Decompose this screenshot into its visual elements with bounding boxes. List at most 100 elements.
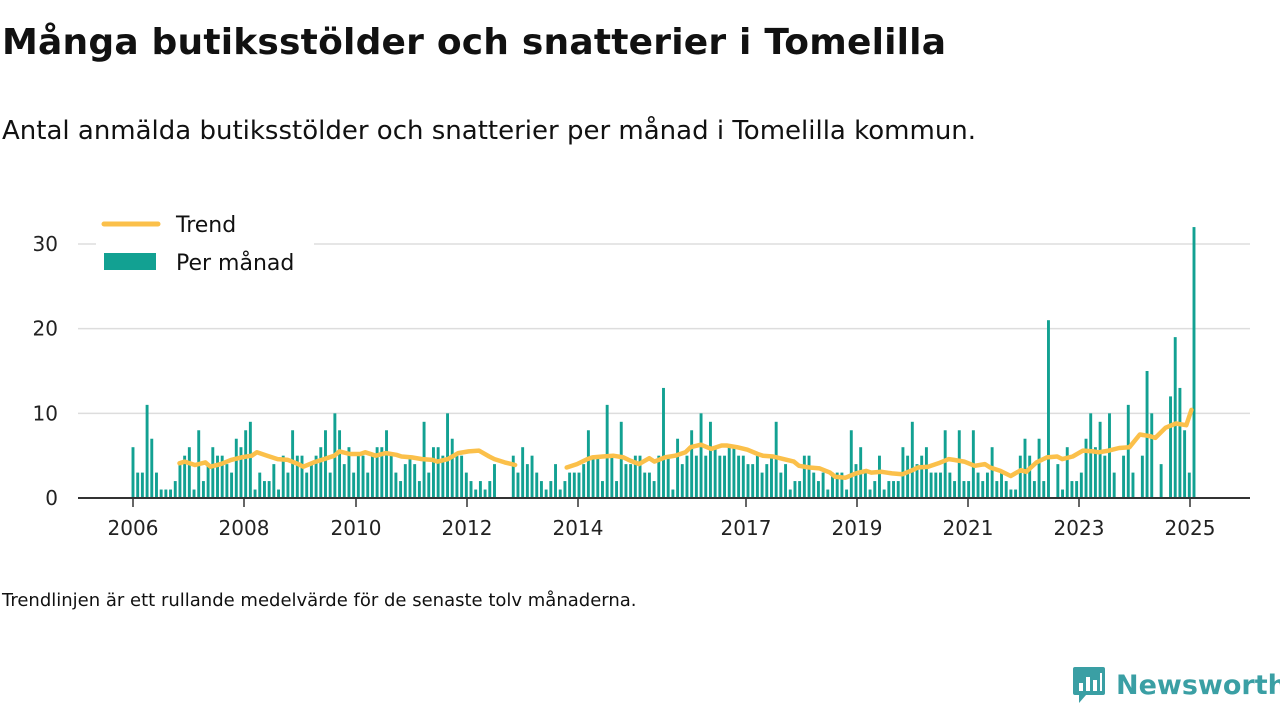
bar (610, 455, 614, 498)
bar (896, 481, 900, 498)
bar (943, 430, 947, 498)
bar (413, 464, 417, 498)
bar (1150, 413, 1154, 498)
bar (314, 455, 318, 498)
bar (450, 438, 454, 498)
bar (751, 464, 755, 498)
bar (511, 455, 515, 498)
bar (192, 489, 196, 498)
bar (370, 455, 374, 498)
bar (1131, 472, 1135, 498)
bar (328, 472, 332, 498)
x-tick-label: 2014 (553, 516, 604, 540)
bar (1084, 438, 1088, 498)
x-tick-label: 2025 (1165, 516, 1216, 540)
bar (887, 481, 891, 498)
bar (136, 472, 140, 498)
bar (652, 481, 656, 498)
bar (549, 481, 553, 498)
bar (657, 455, 661, 498)
bar (1140, 455, 1144, 498)
bar (680, 464, 684, 498)
bar (1056, 464, 1060, 498)
bar (478, 481, 482, 498)
bar (1103, 455, 1107, 498)
bar (892, 481, 895, 498)
bar (1032, 481, 1036, 498)
bar (699, 413, 703, 498)
bar (446, 413, 449, 498)
bar (638, 455, 642, 498)
bar (460, 455, 464, 498)
bar (258, 472, 262, 498)
bar (441, 455, 445, 498)
bar (300, 455, 304, 498)
bar (295, 455, 299, 498)
legend-bars-swatch (104, 253, 156, 270)
bar (417, 481, 421, 498)
bar (356, 455, 360, 498)
bar (1093, 447, 1097, 498)
bar (840, 472, 844, 498)
bar (737, 455, 741, 498)
bar-chart-speech-bubble-icon (1073, 667, 1105, 703)
bar (845, 489, 849, 498)
x-tick-label: 2012 (442, 516, 493, 540)
bar (1000, 472, 1003, 498)
bar (1061, 489, 1064, 498)
bar (770, 455, 773, 498)
bar (586, 430, 590, 498)
bar (1009, 489, 1013, 498)
bar (1183, 430, 1187, 498)
bar (615, 481, 619, 498)
bar (427, 472, 431, 498)
bar (863, 472, 867, 498)
bar (173, 481, 177, 498)
bar (1178, 387, 1182, 498)
bar (685, 455, 689, 498)
bar (939, 472, 942, 498)
x-tick-label: 2021 (943, 516, 994, 540)
bar (159, 489, 163, 498)
bar (155, 472, 158, 498)
bar (732, 447, 736, 498)
bar (234, 438, 238, 498)
bar (967, 481, 971, 498)
bar (577, 472, 581, 498)
bar (272, 464, 276, 498)
bar (525, 464, 529, 498)
bar (643, 472, 647, 498)
chart-title: Många butiksstölder och snatterier i Tom… (2, 22, 947, 63)
bar (1075, 481, 1079, 498)
bar (239, 447, 243, 498)
x-tick-label: 2010 (331, 516, 382, 540)
footnote: Trendlinjen är ett rullande medelvärde f… (2, 590, 637, 611)
y-tick-label: 0 (45, 486, 58, 510)
bar (516, 472, 520, 498)
bar (267, 481, 271, 498)
bar (145, 404, 149, 498)
bar (380, 447, 384, 498)
bar (483, 489, 487, 498)
bar (319, 447, 323, 498)
bar (929, 472, 933, 498)
x-tick-label: 2008 (219, 516, 270, 540)
bar (474, 489, 478, 498)
bar (1192, 227, 1196, 498)
bar (1126, 404, 1130, 498)
x-tick-labels: 2006 2008 2010 2012 2014 2017 2019 2021 2023 2025 (108, 498, 1216, 540)
bar (1098, 421, 1102, 498)
bar (309, 464, 313, 498)
bar (591, 455, 595, 498)
trend-line (177, 407, 1194, 480)
bar (399, 481, 403, 498)
bar (277, 489, 280, 498)
bar (535, 472, 539, 498)
bar (694, 455, 698, 498)
bar (230, 472, 234, 498)
bar (981, 481, 985, 498)
bar (868, 489, 872, 498)
bar (432, 447, 435, 498)
bar (1169, 396, 1172, 498)
bar (826, 489, 830, 498)
